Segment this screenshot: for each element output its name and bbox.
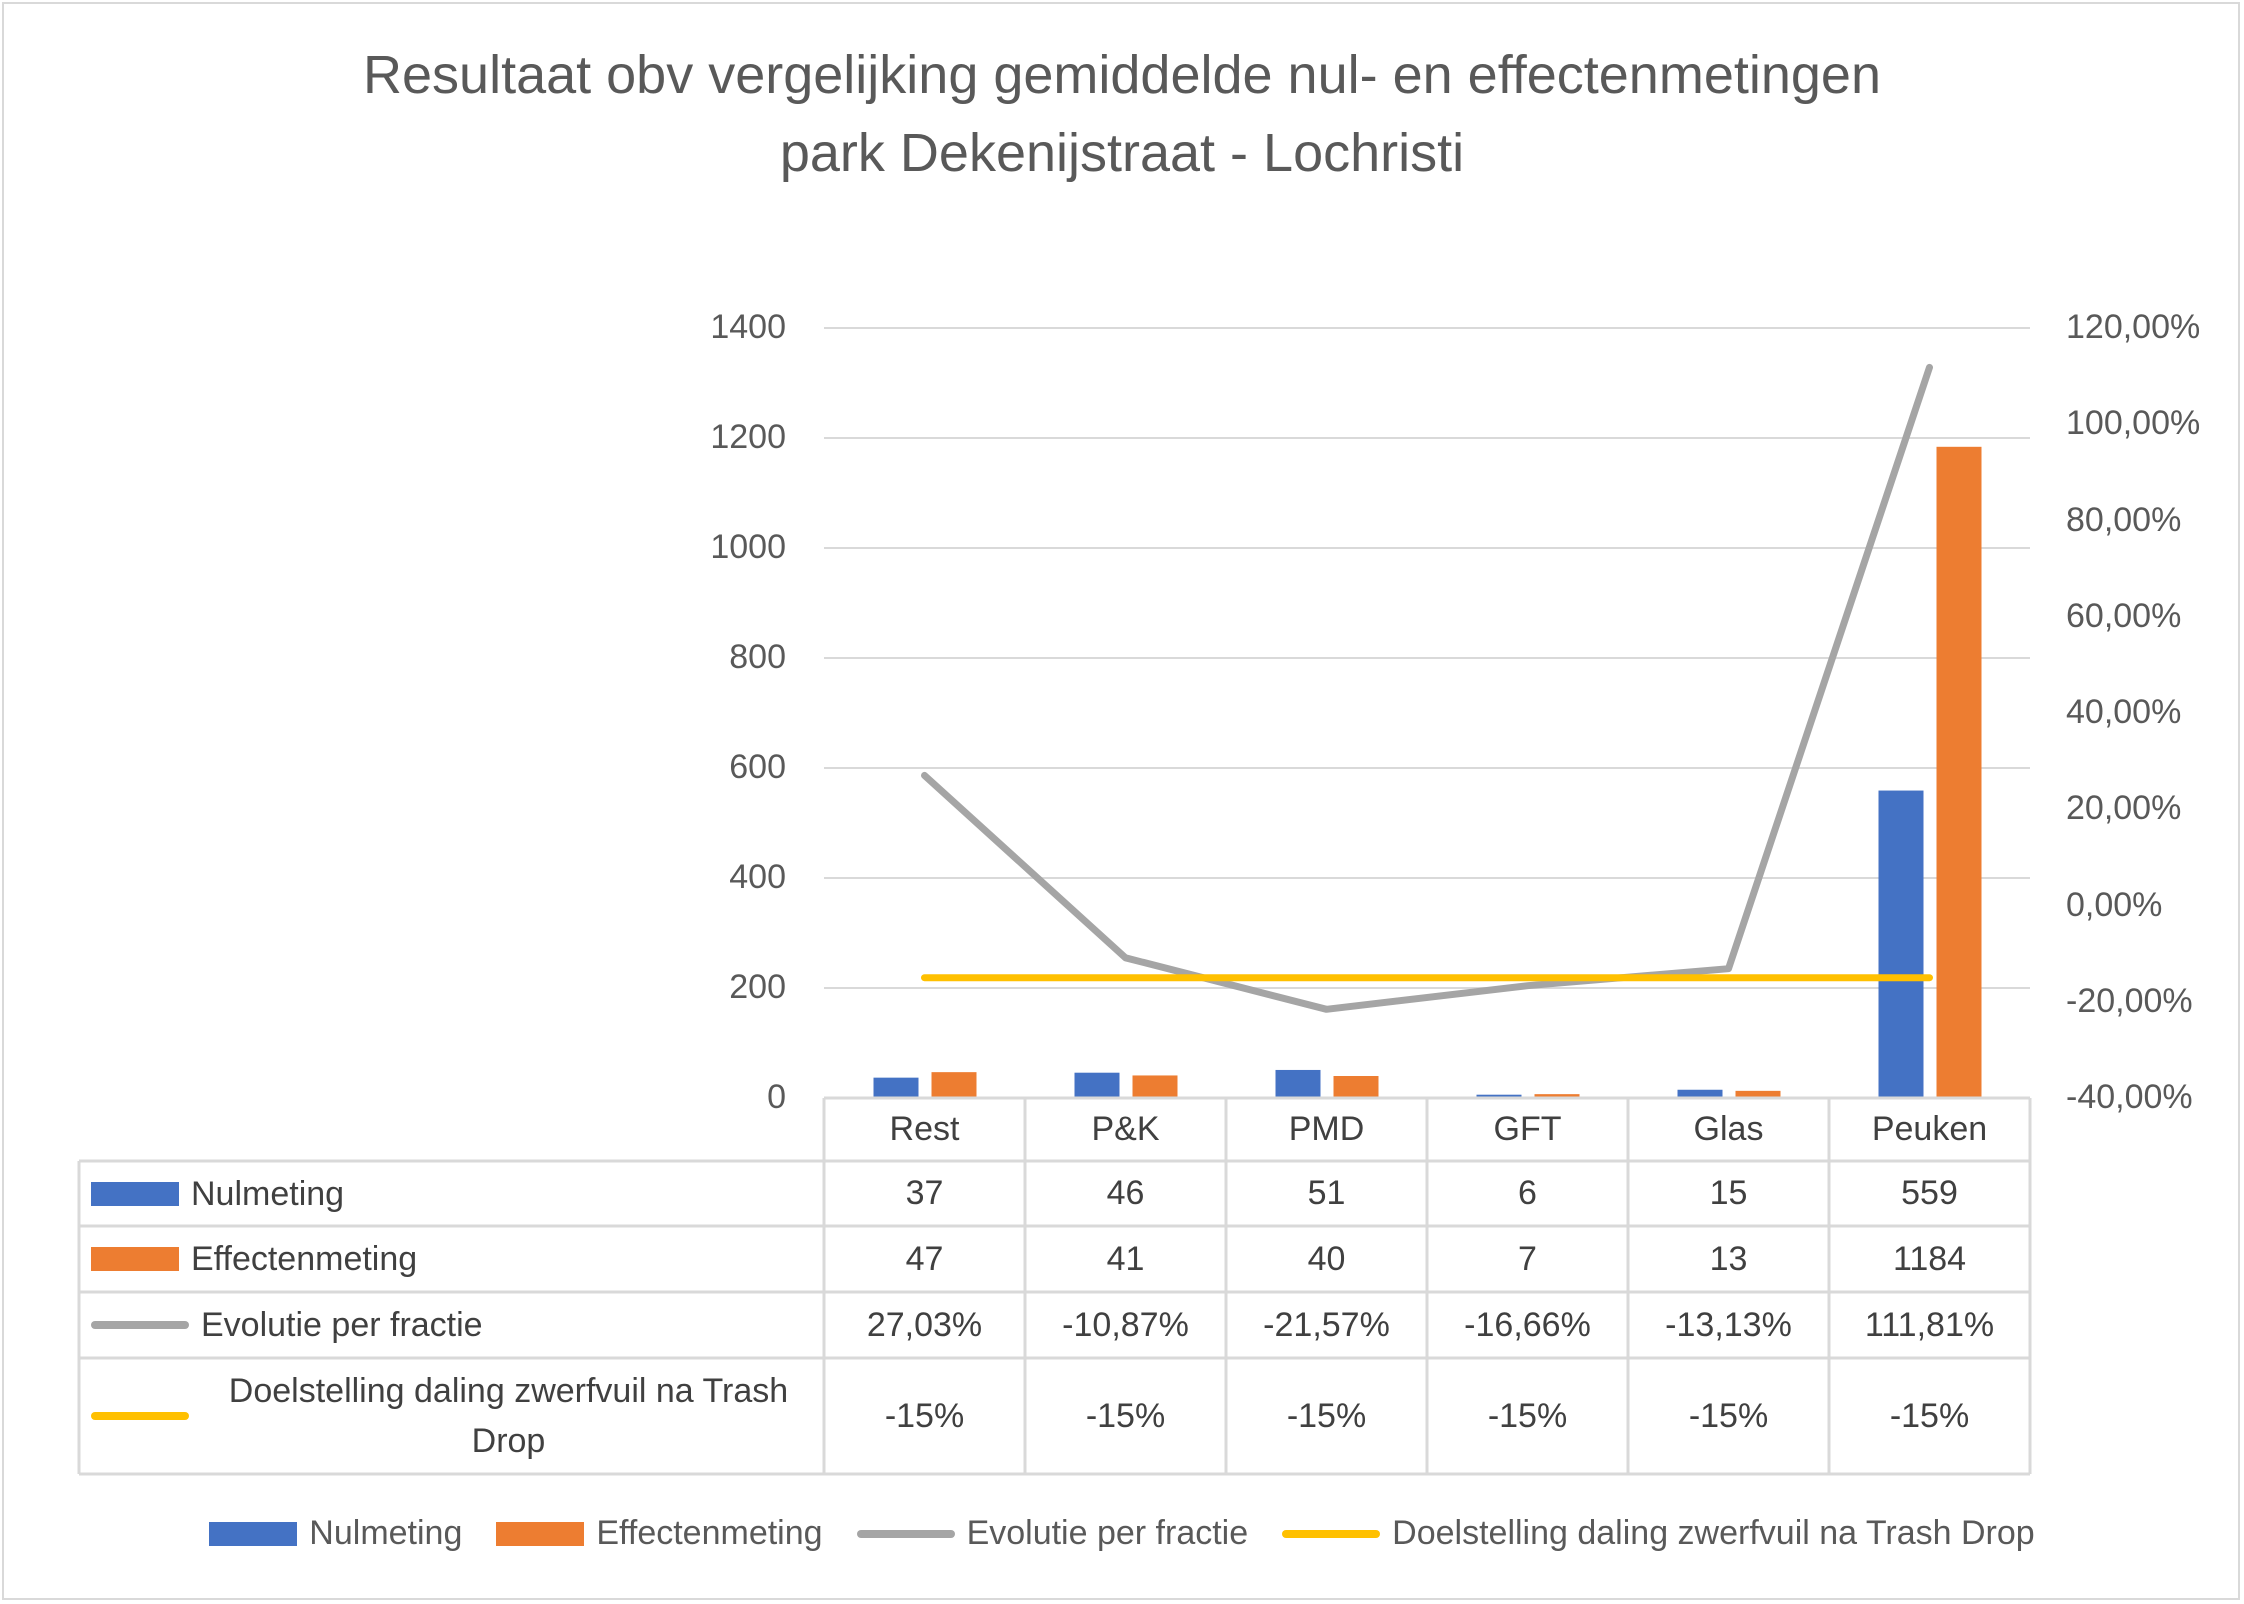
secondary-y-axis-tick-label: -40,00% bbox=[2066, 1078, 2193, 1116]
secondary-y-axis-tick-label: 20,00% bbox=[2066, 789, 2182, 828]
table-cell: 40 bbox=[1307, 1239, 1346, 1278]
table-cell: 47 bbox=[905, 1239, 944, 1278]
legend-bar-swatch bbox=[91, 1181, 179, 1206]
legend-bar-swatch bbox=[496, 1521, 585, 1546]
table-cell: 7 bbox=[1518, 1239, 1537, 1278]
table-cell: -16,66% bbox=[1464, 1305, 1591, 1344]
secondary-y-axis-tick-label: 120,00% bbox=[2066, 308, 2201, 346]
secondary-y-axis-tick-label: -20,00% bbox=[2066, 981, 2193, 1020]
legend-item: Nulmeting bbox=[209, 1514, 462, 1553]
legend-item: Evolutie per fractie bbox=[856, 1514, 1249, 1553]
y-axis-tick-label: 0 bbox=[767, 1078, 786, 1116]
table-cell: -21,57% bbox=[1263, 1305, 1390, 1344]
y-axis-tick-label: 1200 bbox=[710, 418, 786, 456]
bar-effectenmeting-4 bbox=[1735, 1090, 1781, 1098]
secondary-y-axis-tick-label: 40,00% bbox=[2066, 693, 2182, 731]
y-axis-tick-label: 1400 bbox=[710, 308, 786, 346]
table-row-label: Doelstelling daling zwerfvuil na Trash D… bbox=[91, 1358, 816, 1474]
legend-bar-swatch bbox=[91, 1247, 179, 1271]
series-name: Doelstelling daling zwerfvuil na Trash D… bbox=[228, 1372, 789, 1460]
category-label: PMD bbox=[1288, 1110, 1365, 1148]
series-name: Effectenmeting bbox=[191, 1240, 418, 1278]
legend-bar-swatch bbox=[209, 1521, 298, 1546]
legend-label: Effectenmeting bbox=[596, 1514, 823, 1552]
table-row-label: Evolutie per fractie bbox=[91, 1292, 816, 1358]
table-cell: -15% bbox=[1085, 1396, 1166, 1435]
legend-label: Nulmeting bbox=[309, 1514, 463, 1552]
category-label: Glas bbox=[1693, 1110, 1764, 1148]
secondary-y-axis-tick-label: 100,00% bbox=[2066, 404, 2201, 443]
table-cell: 559 bbox=[1901, 1174, 1958, 1212]
series-name: Evolutie per fractie bbox=[201, 1306, 483, 1344]
y-axis-tick-label: 200 bbox=[729, 968, 786, 1006]
secondary-y-axis-tick-label: 0,00% bbox=[2066, 885, 2163, 924]
legend-line-swatch bbox=[1282, 1529, 1381, 1538]
bar-effectenmeting-1 bbox=[1132, 1075, 1178, 1098]
table-row-label: Nulmeting bbox=[91, 1161, 816, 1226]
table-cell: -15% bbox=[1688, 1396, 1769, 1435]
legend-line-swatch bbox=[856, 1529, 955, 1538]
series-name: Nulmeting bbox=[191, 1174, 345, 1213]
table-cell: 27,03% bbox=[866, 1305, 983, 1344]
table-cell: -15% bbox=[1286, 1396, 1367, 1435]
table-row-label: Effectenmeting bbox=[91, 1226, 816, 1292]
legend: Nulmeting Effectenmeting Evolutie per frac… bbox=[0, 1514, 2244, 1553]
bar-effectenmeting-0 bbox=[931, 1072, 977, 1098]
line-series-2 bbox=[921, 363, 1933, 1013]
legend-line-swatch bbox=[91, 1321, 189, 1329]
secondary-y-axis-tick-label: 60,00% bbox=[2066, 596, 2182, 635]
table-cell: 111,81% bbox=[1864, 1305, 1995, 1344]
table-cell: 1184 bbox=[1892, 1239, 1967, 1278]
chart-title-line-2: park Dekenijstraat - Lochristi bbox=[779, 123, 1465, 183]
bar-nulmeting-1 bbox=[1074, 1072, 1120, 1098]
table-cell: 15 bbox=[1709, 1174, 1748, 1212]
category-label: Peuken bbox=[1871, 1110, 1988, 1148]
legend-item: Doelstelling daling zwerfvuil na Trash D… bbox=[1282, 1514, 2035, 1553]
table-cell: 6 bbox=[1518, 1174, 1537, 1212]
legend-label: Doelstelling daling zwerfvuil na Trash D… bbox=[1392, 1514, 2035, 1552]
bar-nulmeting-2 bbox=[1275, 1069, 1321, 1098]
y-axis-tick-label: 400 bbox=[729, 858, 786, 896]
bar-effectenmeting-3 bbox=[1534, 1094, 1580, 1098]
table-cell: 46 bbox=[1106, 1174, 1145, 1212]
legend-label: Evolutie per fractie bbox=[966, 1514, 1249, 1552]
table-cell: 51 bbox=[1307, 1174, 1346, 1212]
table-cell: -13,13% bbox=[1665, 1305, 1792, 1344]
category-label: GFT bbox=[1493, 1110, 1562, 1148]
chart-title-line-1: Resultaat obv vergelijking gemiddelde nu… bbox=[363, 45, 1881, 105]
table-cell: -10,87% bbox=[1062, 1305, 1189, 1344]
category-label: P&K bbox=[1091, 1110, 1160, 1148]
legend-line-swatch bbox=[91, 1412, 189, 1420]
y-axis-tick-label: 800 bbox=[729, 638, 786, 676]
table-cell: 13 bbox=[1709, 1239, 1748, 1278]
bar-nulmeting-0 bbox=[873, 1077, 919, 1098]
table-cell: -15% bbox=[1487, 1396, 1568, 1435]
y-axis-tick-label: 1000 bbox=[710, 528, 786, 566]
bar-nulmeting-4 bbox=[1677, 1089, 1723, 1098]
bar-nulmeting-3 bbox=[1476, 1094, 1522, 1098]
bar-nulmeting-5 bbox=[1878, 790, 1924, 1098]
y-axis-tick-label: 600 bbox=[729, 748, 786, 786]
category-label: Rest bbox=[889, 1110, 960, 1148]
table-cell: 41 bbox=[1106, 1239, 1145, 1278]
bar-effectenmeting-5 bbox=[1936, 446, 1982, 1098]
legend-item: Effectenmeting bbox=[496, 1514, 823, 1553]
table-cell: -15% bbox=[884, 1396, 965, 1435]
table-cell: 37 bbox=[905, 1174, 944, 1212]
table-cell: -15% bbox=[1889, 1396, 1970, 1435]
secondary-y-axis-tick-label: 80,00% bbox=[2066, 500, 2182, 539]
bar-effectenmeting-2 bbox=[1333, 1076, 1379, 1098]
